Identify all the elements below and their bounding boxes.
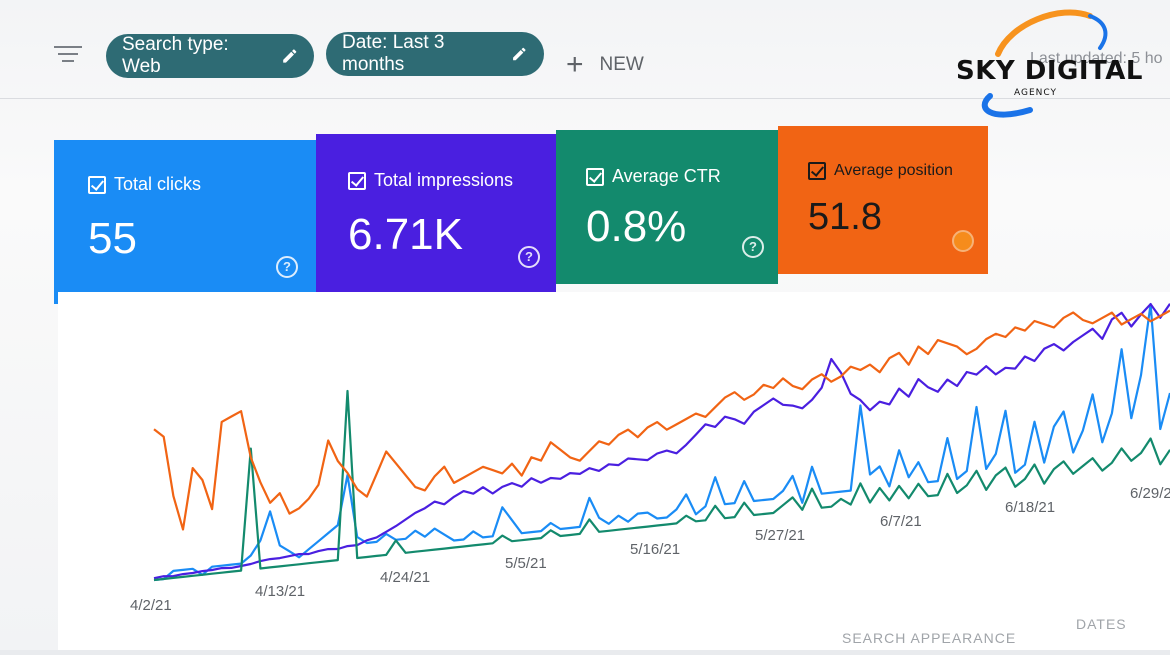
help-icon[interactable]: ? (518, 246, 540, 268)
metric-value: 6.71K (348, 210, 463, 259)
series-line-total-clicks (153, 303, 1170, 582)
help-icon[interactable]: ? (276, 256, 298, 278)
metric-label: Total clicks (114, 174, 202, 194)
help-icon[interactable] (952, 230, 974, 252)
search-type-chip-label: Search type: Web (122, 34, 229, 77)
performance-chart-panel: 4/2/21 4/13/21 4/24/21 5/5/21 5/16/21 5/27/21… (58, 292, 1170, 650)
edit-pencil-icon[interactable] (281, 47, 299, 65)
x-tick-label: 4/24/21 (380, 569, 430, 586)
new-filter-button[interactable]: + NEW (566, 48, 644, 82)
help-icon[interactable]: ? (742, 236, 764, 258)
metric-card-total-clicks[interactable]: Total clicks 55 ? (54, 140, 316, 304)
metric-value: 0.8% (586, 202, 687, 251)
metric-value: 55 (88, 214, 137, 263)
x-tick-label: 6/7/21 (880, 513, 922, 530)
metric-label: Average position (834, 162, 953, 179)
metric-card-average-position[interactable]: Average position 51.8 (778, 126, 988, 274)
metric-label: Total impressions (374, 170, 514, 190)
logo-subtitle: AGENCY (1014, 88, 1058, 98)
x-tick-label: 5/27/21 (755, 527, 805, 544)
series-line-average-ctr (153, 389, 1170, 582)
x-tick-label: 5/5/21 (505, 555, 547, 572)
date-range-chip-label: Date: Last 3 months (342, 32, 445, 75)
metric-value: 51.8 (808, 196, 882, 238)
new-filter-label: NEW (599, 54, 644, 75)
search-appearance-tab[interactable]: SEARCH APPEARANCE (842, 630, 1017, 646)
date-range-chip[interactable]: Date: Last 3 months (326, 32, 544, 76)
x-tick-label: 6/18/21 (1005, 499, 1055, 516)
dates-tab[interactable]: DATES (1076, 616, 1127, 632)
series-line-average-position (153, 309, 1170, 531)
edit-pencil-icon[interactable] (511, 45, 528, 63)
filter-bar: Search type: Web Date: Last 3 months + N… (0, 10, 1170, 99)
logo-swoosh-icon (981, 9, 1108, 118)
plus-icon: + (566, 48, 584, 81)
metric-card-total-impressions[interactable]: Total impressions 6.71K ? (316, 134, 556, 294)
checkbox-checked-icon[interactable] (348, 171, 366, 190)
checkbox-checked-icon[interactable] (88, 175, 106, 194)
filter-icon[interactable] (54, 46, 82, 68)
series-line-total-impressions (153, 303, 1170, 580)
search-type-chip[interactable]: Search type: Web (106, 34, 314, 78)
metric-label: Average CTR (612, 166, 721, 186)
checkbox-checked-icon[interactable] (586, 167, 604, 186)
last-updated-text: Last updated: 5 ho (1030, 50, 1163, 67)
sky-digital-logo: SKY DIGITAL AGENCY (950, 4, 1165, 122)
metric-card-average-ctr[interactable]: Average CTR 0.8% ? (556, 130, 778, 284)
x-tick-label: 6/29/21 (1130, 485, 1170, 502)
logo-wordmark: SKY DIGITAL (956, 56, 1143, 86)
x-tick-label: 5/16/21 (630, 541, 680, 558)
x-tick-label: 4/2/21 (130, 597, 172, 614)
performance-line-chart[interactable]: 4/2/21 4/13/21 4/24/21 5/5/21 5/16/21 5/27/21… (58, 292, 1170, 650)
x-tick-label: 4/13/21 (255, 583, 305, 600)
checkbox-checked-icon[interactable] (808, 162, 826, 180)
